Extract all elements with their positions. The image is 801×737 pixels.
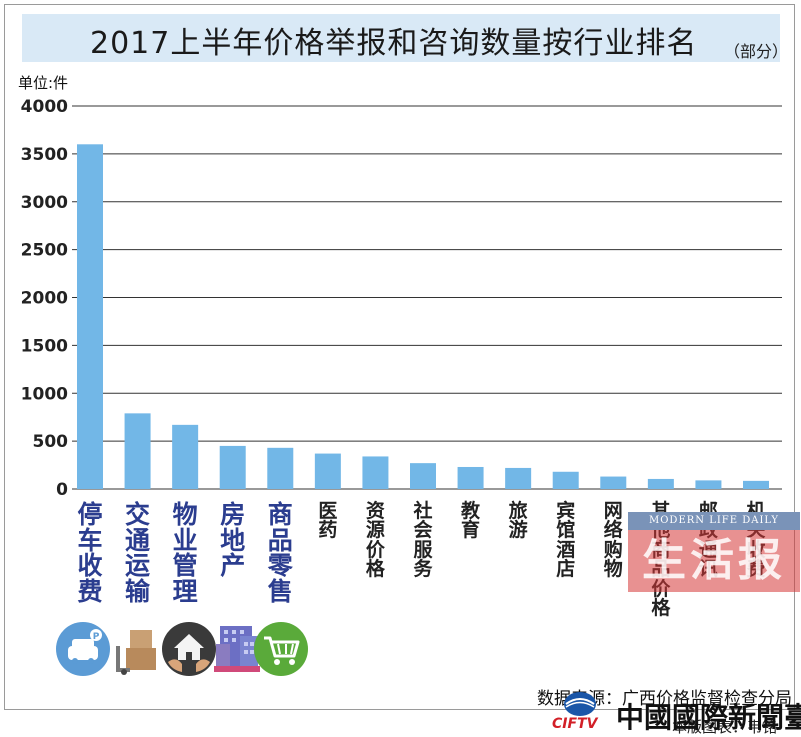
bar-8: [410, 463, 436, 489]
y-tick-label: 2000: [21, 289, 68, 309]
y-tick-label: 3500: [21, 145, 68, 165]
bar-2: [124, 413, 151, 489]
bar-15: [743, 480, 769, 489]
bar-14: [695, 480, 722, 489]
category-label: 教育: [461, 500, 481, 542]
category-label: 停车收费: [77, 500, 103, 606]
category-label: 宾馆酒店: [556, 500, 576, 581]
svg-text:P: P: [93, 632, 100, 642]
y-tick-label: 0: [56, 480, 68, 500]
category-label: 交通运输: [125, 500, 151, 606]
category-label: 社会服务: [413, 500, 433, 581]
bar-13: [647, 478, 674, 489]
bar-7: [362, 456, 389, 489]
y-tick-label: 1500: [21, 336, 68, 356]
category-label: 物业管理: [172, 500, 198, 606]
delivery-boxes-icon: [116, 630, 156, 675]
category-label: 资源价格: [365, 500, 385, 581]
y-axis-unit-label: 单位:件: [18, 74, 69, 92]
broadcaster-name: 中國國際新聞臺: [616, 701, 801, 734]
bar-4: [219, 445, 246, 489]
y-tick-label: 3000: [21, 193, 68, 213]
editor-credit: 本版图表：韦铭: [672, 718, 778, 736]
chart-title: 2017上半年价格举报和咨询数量按行业排名: [90, 26, 698, 61]
modern-life-daily-watermark: MODERN LIFE DAILY 生活报: [628, 512, 800, 592]
title-band: [22, 14, 780, 62]
category-label: 医药: [318, 500, 338, 542]
category-label: 旅游: [508, 500, 528, 542]
bar-11: [552, 471, 579, 489]
chart-subtitle: （部分）: [724, 42, 789, 61]
category-label: 商品零售: [267, 500, 293, 606]
bar-chart: 0 500 1000 1500 2000 2500 3000 3500 4000: [21, 97, 782, 500]
broadcaster-logo: CIFTV 中國國際新聞臺: [552, 690, 801, 734]
data-source-note: 数据来源：广西价格监督检查分局: [537, 689, 792, 709]
bar-1: [77, 144, 103, 490]
broadcaster-abbr: CIFTV: [552, 716, 598, 732]
bar-3: [172, 424, 199, 489]
parking-car-icon: P: [56, 622, 110, 676]
category-label: 房地产: [220, 500, 246, 580]
bar-12: [600, 476, 627, 489]
y-tick-label: 2500: [21, 241, 68, 261]
category-label: 网络购物: [603, 500, 623, 581]
y-tick-label: 500: [33, 432, 69, 452]
y-tick-label: 1000: [21, 384, 68, 404]
bar-5: [267, 447, 294, 489]
chart-frame: [4, 4, 795, 710]
bar-10: [505, 467, 532, 489]
bar-6: [314, 453, 341, 489]
watermark-logo-name: 生活报: [628, 530, 800, 592]
watermark-banner: MODERN LIFE DAILY: [628, 512, 800, 530]
building-icon: [214, 626, 260, 672]
y-tick-label: 4000: [21, 97, 68, 117]
shopping-cart-icon: [254, 622, 308, 676]
broadcaster-globe-icon: [564, 692, 596, 716]
house-hands-icon: [162, 622, 216, 676]
bar-9: [457, 466, 484, 489]
